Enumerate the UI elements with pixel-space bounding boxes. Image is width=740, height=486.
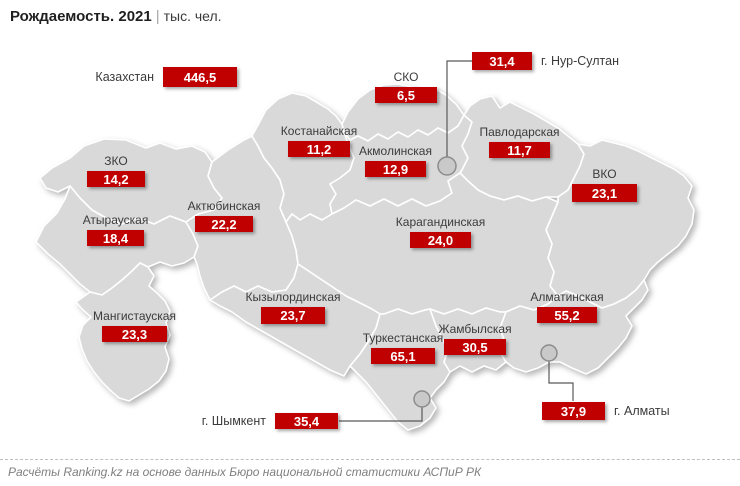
callout-shymkent: 35,4 г. Шымкент <box>202 413 338 429</box>
city-marker-almaty <box>540 344 558 362</box>
callout-aktobe: 22,2 Актюбинская <box>188 200 260 232</box>
label-vko: ВКО <box>592 167 617 181</box>
title-main: Рождаемость. 2021 <box>10 8 152 25</box>
callout-pavlodar: 11,7 Павлодарская <box>480 126 559 158</box>
label-nur-sultan: г. Нур-Султан <box>541 53 619 68</box>
value-badge-kostanay: 11,2 <box>288 141 350 157</box>
value-pavlodar: 11,7 <box>507 142 532 158</box>
callout-line-almaty <box>548 361 574 401</box>
value-badge-nur-sultan: 31,4 <box>472 52 532 70</box>
value-almaty-city: 37,9 <box>560 403 587 419</box>
source-note: Расчёты Ranking.kz на основе данных Бюро… <box>0 459 740 479</box>
label-zhambyl: Жамбылская <box>438 322 512 336</box>
value-badge-aktobe: 22,2 <box>195 216 253 232</box>
value-badge-mangystau: 23,3 <box>102 326 167 342</box>
total-value: 446,5 <box>183 69 217 85</box>
label-turkestan: Туркестанская <box>362 331 444 345</box>
callout-kostanay: 11,2 Костанайская <box>281 125 357 157</box>
value-badge-almaty-region: 55,2 <box>537 307 597 323</box>
value-shymkent: 35,4 <box>293 413 320 429</box>
value-sko: 6,5 <box>396 87 416 103</box>
value-badge-atyrau: 18,4 <box>87 230 144 246</box>
callout-almaty-region: 55,2 Алматинская <box>530 291 604 323</box>
value-badge-kyzylorda: 23,7 <box>261 307 325 324</box>
value-kostanay: 11,2 <box>306 141 332 157</box>
callout-total: 446,5 Казахстан <box>95 67 237 87</box>
label-kostanay: Костанайская <box>280 124 358 138</box>
value-vko: 23,1 <box>591 185 618 201</box>
callout-mangystau: 23,3 Мангистауская <box>93 310 176 342</box>
label-shymkent: г. Шымкент <box>201 413 266 428</box>
callout-zhambyl: 30,5 Жамбылская <box>438 323 512 355</box>
value-aktobe: 22,2 <box>211 216 237 232</box>
value-karaganda: 24,0 <box>427 232 454 248</box>
value-badge-sko: 6,5 <box>375 87 437 103</box>
callout-almaty-city: 37,9 г. Алматы <box>542 402 670 420</box>
callout-line-shymkent <box>339 407 423 422</box>
total-value-badge: 446,5 <box>163 67 237 87</box>
value-atyrau: 18,4 <box>102 230 129 246</box>
label-pavlodar: Павлодарская <box>479 125 560 139</box>
value-badge-almaty-city: 37,9 <box>542 402 605 420</box>
value-almaty-region: 55,2 <box>554 307 580 323</box>
callout-sko: 6,5 СКО <box>375 71 437 103</box>
city-marker-shymkent <box>413 390 431 408</box>
value-badge-turkestan: 65,1 <box>371 348 435 364</box>
callout-line-nur-sultan <box>446 60 472 157</box>
callout-karaganda: 24,0 Карагандинская <box>396 216 485 248</box>
value-badge-shymkent: 35,4 <box>275 413 338 429</box>
value-badge-zko: 14,2 <box>87 171 145 187</box>
value-badge-pavlodar: 11,7 <box>489 142 550 158</box>
callout-vko: 23,1 ВКО <box>572 168 637 202</box>
label-karaganda: Карагандинская <box>395 215 486 229</box>
value-badge-akmola: 12,9 <box>365 161 426 177</box>
value-badge-karaganda: 24,0 <box>410 232 471 248</box>
value-badge-vko: 23,1 <box>572 184 637 202</box>
value-kyzylorda: 23,7 <box>280 308 306 323</box>
callout-nur-sultan: 31,4 г. Нур-Султан <box>472 52 619 70</box>
value-zhambyl: 30,5 <box>462 339 488 355</box>
label-almaty-city: г. Алматы <box>614 403 670 418</box>
value-badge-zhambyl: 30,5 <box>444 339 506 355</box>
label-almaty-region: Алматинская <box>530 290 604 304</box>
label-atyrau: Атырауская <box>82 213 149 227</box>
callout-zko: 14,2 ЗКО <box>87 155 145 187</box>
page-title: Рождаемость. 2021 | тыс. чел. <box>10 8 222 25</box>
label-kyzylorda: Кызылординская <box>245 290 341 304</box>
label-aktobe: Актюбинская <box>187 199 261 213</box>
value-nur-sultan: 31,4 <box>489 53 515 69</box>
callout-kyzylorda: 23,7 Кызылординская <box>246 291 340 324</box>
label-sko: СКО <box>393 70 419 84</box>
callout-atyrau: 18,4 Атырауская <box>83 214 148 246</box>
city-marker-nur-sultan <box>437 156 457 176</box>
total-label: Казахстан <box>95 69 154 84</box>
value-mangystau: 23,3 <box>121 326 148 342</box>
value-turkestan: 65,1 <box>390 348 416 364</box>
title-unit: тыс. чел. <box>163 8 222 24</box>
callout-turkestan: 65,1 Туркестанская <box>363 332 443 364</box>
callout-akmola: 12,9 Акмолинская <box>359 145 432 177</box>
title-separator: | <box>155 8 160 25</box>
label-zko: ЗКО <box>104 154 128 168</box>
value-akmola: 12,9 <box>382 161 409 177</box>
map-region-almaty <box>499 279 649 375</box>
label-akmola: Акмолинская <box>359 144 432 158</box>
value-zko: 14,2 <box>103 171 129 187</box>
label-mangystau: Мангистауская <box>93 309 176 323</box>
